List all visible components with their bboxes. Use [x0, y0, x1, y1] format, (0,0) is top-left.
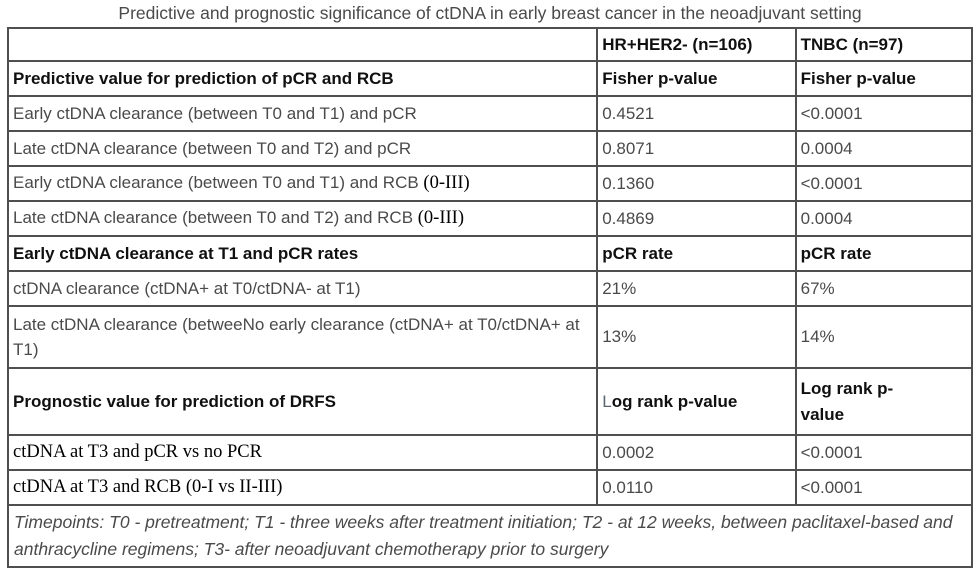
table-row-section-prognostic: Prognostic value for prediction of DRFS … — [8, 368, 972, 435]
value-cell: 0.8071 — [597, 131, 796, 166]
row-label-cell: Late ctDNA clearance (betweeNo early cle… — [8, 306, 598, 368]
row-label-cell: ctDNA at T3 and RCB (0-I vs II-III) — [8, 470, 598, 505]
row-label-text: Late ctDNA clearance (between T0 and T2)… — [13, 207, 418, 227]
table-row: Late ctDNA clearance (between T0 and T2)… — [8, 131, 972, 166]
metric-header-cell: Log rank p- value — [795, 368, 972, 435]
table-row: Early ctDNA clearance (between T0 and T1… — [8, 96, 972, 131]
table-row: Late ctDNA clearance (betweeNo early cle… — [8, 306, 972, 368]
row-label-serif-fragment: (0-III) — [417, 207, 464, 228]
metric-header-cell: pCR rate — [597, 236, 796, 271]
empty-corner-cell — [8, 28, 598, 61]
table-row-section-pcr-rates: Early ctDNA clearance at T1 and pCR rate… — [8, 236, 972, 271]
row-label-cell: ctDNA at T3 and pCR vs no PCR — [8, 435, 598, 470]
row-label-cell: Late ctDNA clearance (between T0 and T2)… — [8, 201, 598, 236]
row-label-cell: ctDNA clearance (ctDNA+ at T0/ctDNA- at … — [8, 271, 598, 306]
value-cell: <0.0001 — [795, 166, 972, 201]
row-label-cell: Early ctDNA clearance (between T0 and T1… — [8, 96, 598, 131]
table-row-section-predictive: Predictive value for prediction of pCR a… — [8, 61, 972, 96]
row-label-serif-fragment: (0-III) — [423, 172, 470, 193]
value-cell: 0.4869 — [597, 201, 796, 236]
row-label-cell: Early ctDNA clearance (between T0 and T1… — [8, 166, 598, 201]
value-cell: 0.0004 — [795, 131, 972, 166]
metric-header-cell: Fisher p-value — [795, 61, 972, 96]
table-row: ctDNA at T3 and pCR vs no PCR 0.0002 <0.… — [8, 435, 972, 470]
table-row: Late ctDNA clearance (between T0 and T2)… — [8, 201, 972, 236]
metric-header-cell: pCR rate — [795, 236, 972, 271]
value-cell: <0.0001 — [795, 96, 972, 131]
log-rank-light-letter: L — [602, 391, 612, 411]
section-title-cell: Early ctDNA clearance at T1 and pCR rate… — [8, 236, 598, 271]
log-rank-rest: og rank p-value — [611, 391, 738, 411]
ctdna-significance-table: HR+HER2- (n=106) TNBC (n=97) Predictive … — [7, 27, 973, 569]
table-row-group-header: HR+HER2- (n=106) TNBC (n=97) — [8, 28, 972, 61]
value-cell: 21% — [597, 271, 796, 306]
value-cell: <0.0001 — [795, 435, 972, 470]
value-cell: 0.4521 — [597, 96, 796, 131]
value-cell: 13% — [597, 306, 796, 368]
value-cell: 0.1360 — [597, 166, 796, 201]
section-title-cell: Predictive value for prediction of pCR a… — [8, 61, 598, 96]
table-row: ctDNA at T3 and RCB (0-I vs II-III) 0.01… — [8, 470, 972, 505]
row-label-cell: Late ctDNA clearance (between T0 and T2)… — [8, 131, 598, 166]
value-cell: 67% — [795, 271, 972, 306]
value-cell: 0.0002 — [597, 435, 796, 470]
value-cell: 14% — [795, 306, 972, 368]
metric-header-cell: Fisher p-value — [597, 61, 796, 96]
table-row: ctDNA clearance (ctDNA+ at T0/ctDNA- at … — [8, 271, 972, 306]
metric-header-cell: Log rank p-value — [597, 368, 796, 435]
column-header-hr-her2: HR+HER2- (n=106) — [597, 28, 796, 61]
page-title: Predictive and prognostic significance o… — [118, 3, 862, 23]
row-label-text: Early ctDNA clearance (between T0 and T1… — [13, 172, 424, 192]
table-row: Early ctDNA clearance (between T0 and T1… — [8, 166, 972, 201]
section-title-cell: Prognostic value for prediction of DRFS — [8, 368, 598, 435]
value-cell: 0.0110 — [597, 470, 796, 505]
value-cell: 0.0004 — [795, 201, 972, 236]
value-cell: <0.0001 — [795, 470, 972, 505]
column-header-tnbc: TNBC (n=97) — [795, 28, 972, 61]
table-row-footnote: Timepoints: T0 - pretreatment; T1 - thre… — [8, 505, 972, 568]
timepoints-footnote: Timepoints: T0 - pretreatment; T1 - thre… — [8, 505, 972, 568]
